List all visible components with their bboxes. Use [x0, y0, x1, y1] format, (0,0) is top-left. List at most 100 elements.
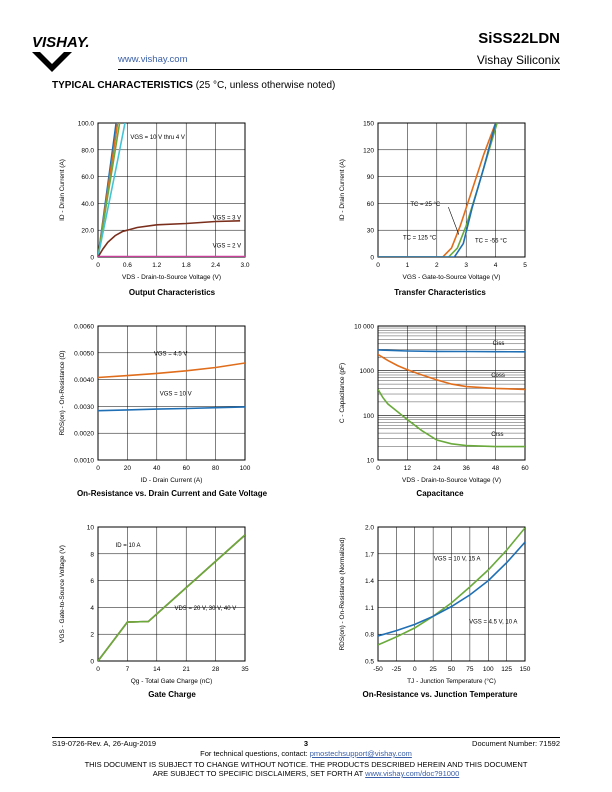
y-tick-label: 0.5: [365, 659, 374, 666]
x-tick-label: 25: [430, 666, 438, 673]
disclaimer-link[interactable]: www.vishay.com/doc?91000: [365, 769, 460, 778]
x-tick-label: 35: [241, 666, 249, 673]
series-line-3: [98, 123, 121, 257]
annotation-label: VGS = 3 V: [213, 215, 242, 221]
y-tick-label: 100.0: [78, 121, 95, 128]
plot-frame: [377, 526, 526, 662]
x-tick-label: 2.4: [211, 262, 220, 269]
y-tick-label: 100: [363, 413, 374, 420]
y-axis-label: RDS(on) - On-Resistance (Normalized): [339, 537, 346, 650]
footer-divider: [52, 737, 560, 738]
annotation-label: Coss: [491, 373, 505, 379]
plot-frame: [377, 325, 526, 461]
document-number: Document Number: 71592: [472, 739, 560, 748]
y-axis-label: VGS - Gate-to-Source Voltage (V): [59, 545, 66, 643]
x-tick-label: 1.2: [152, 262, 161, 269]
y-tick-label: 10: [367, 458, 375, 465]
annotation-label: VGS = 4.5 V: [154, 351, 188, 357]
chart-transfer: 0 1 2 3 4 5 0 30 60 90 120 150 TC = 25 °C TC = 125 °C…: [320, 115, 550, 290]
x-axis-label: Qg - Total Gate Charge (nC): [131, 678, 213, 685]
x-tick-label: 80: [212, 465, 220, 472]
annotation-label: VGS = 4.5 V, 10 A: [469, 619, 517, 625]
caption-rdson-text: On-Resistance vs. Drain Current and Gate…: [76, 489, 268, 498]
annotation-label: Crss: [491, 432, 503, 438]
y-tick-label: 0.0040: [74, 377, 94, 384]
x-tick-label: 50: [448, 666, 456, 673]
x-axis-label: ID - Drain Current (A): [141, 477, 203, 484]
series-line-1: [378, 527, 525, 646]
x-tick-label: 1.8: [182, 262, 191, 269]
y-axis-label: RDS(on) - On-Resistance (Ω): [59, 350, 66, 435]
y-tick-label: 2: [90, 632, 94, 639]
annotation-label: VGS = 10 V thru 4 V: [130, 135, 185, 141]
y-tick-label: 90: [367, 174, 375, 181]
y-tick-label: 0.0030: [74, 404, 94, 411]
series-line-4: [98, 123, 126, 257]
x-tick-label: 0: [376, 262, 380, 269]
annotation-label: TC = -55 °C: [475, 238, 508, 244]
y-tick-label: 40.0: [81, 201, 94, 208]
x-tick-label: 60: [183, 465, 191, 472]
x-tick-label: 21: [183, 666, 191, 673]
x-tick-label: 36: [463, 465, 471, 472]
annotation-label: VGS = 10 V, 15 A: [434, 557, 481, 563]
y-tick-label: 150: [363, 121, 374, 128]
x-tick-label: 12: [404, 465, 412, 472]
y-tick-label: 1.7: [365, 551, 374, 558]
caption-rdson-temp: On-Resistance vs. Junction Temperature: [320, 690, 560, 699]
x-tick-label: -50: [373, 666, 383, 673]
section-subtitle: (25 °C, unless otherwise noted): [195, 80, 336, 91]
contact-email-link[interactable]: pmostechsupport@vishay.com: [309, 749, 412, 758]
contact-text: For technical questions, contact:: [200, 749, 308, 758]
disclaimer-line-2: ARE SUBJECT TO SPECIFIC DISCLAIMERS, SET…: [0, 769, 612, 778]
y-tick-label: 60: [367, 201, 375, 208]
disclaimer-text: ARE SUBJECT TO SPECIFIC DISCLAIMERS, SET…: [152, 769, 364, 778]
vishay-url-link[interactable]: www.vishay.com: [118, 54, 188, 65]
section-title-text: TYPICAL CHARACTERISTICS: [52, 80, 193, 91]
plot-frame: [97, 325, 246, 461]
y-tick-label: 0: [90, 659, 94, 666]
plot-frame: [97, 526, 246, 662]
y-tick-label: 6: [90, 578, 94, 585]
y-tick-label: 10 000: [354, 324, 374, 331]
plot-frame: [377, 122, 526, 258]
y-axis-label: C - Capacitance (pF): [339, 363, 346, 423]
annotation-label: Ciss: [493, 341, 505, 347]
header-divider: [118, 69, 560, 70]
logo-text: VISHAY.: [32, 34, 90, 51]
y-tick-label: 0.0010: [74, 458, 94, 465]
y-tick-label: 10: [87, 525, 95, 532]
annotation-label: VGS = 2 V: [213, 244, 242, 250]
y-tick-label: 20.0: [81, 228, 94, 235]
series-line-3: [378, 123, 497, 257]
x-tick-label: -25: [392, 666, 402, 673]
caption-capacitance: Capacitance: [320, 489, 560, 498]
x-tick-label: 0: [376, 465, 380, 472]
y-tick-label: 2.0: [365, 525, 374, 532]
x-tick-label: 0.6: [123, 262, 132, 269]
y-axis-label: ID - Drain Current (A): [59, 159, 66, 221]
x-tick-label: 0: [413, 666, 417, 673]
series-line-3: [98, 534, 245, 661]
x-tick-label: 100: [240, 465, 251, 472]
x-axis-label: TJ - Junction Temperature (°C): [407, 677, 496, 685]
chart-capacitance: 0 12 24 36 48 60 10 100 1000 10 000 Ciss Coss Crss VD…: [320, 318, 550, 493]
series-line-2: [378, 353, 525, 391]
series-line-3: [378, 388, 525, 448]
x-tick-label: 60: [521, 465, 529, 472]
annotation-label: VDS = 20 V, 30 V, 40 V: [174, 606, 236, 612]
y-tick-label: 1.1: [365, 605, 374, 612]
x-tick-label: 2: [435, 262, 439, 269]
y-tick-label: 1.4: [365, 578, 374, 585]
page-number: 3: [303, 739, 309, 748]
x-tick-label: 14: [153, 666, 161, 673]
y-tick-label: 8: [90, 551, 94, 558]
y-tick-label: 0.8: [365, 632, 374, 639]
x-tick-label: 5: [523, 262, 527, 269]
x-tick-label: 0: [96, 465, 100, 472]
chart-rdson: 0 20 40 60 80 100 0.0010 0.0020 0.0030 0.0040 0.00…: [40, 318, 270, 493]
annotation-label: VGS = 10 V: [160, 392, 192, 398]
caption-rdson-temp-text: On-Resistance vs. Junction Temperature: [362, 690, 518, 699]
series-line-2: [378, 541, 525, 637]
series-line-2: [378, 123, 498, 257]
